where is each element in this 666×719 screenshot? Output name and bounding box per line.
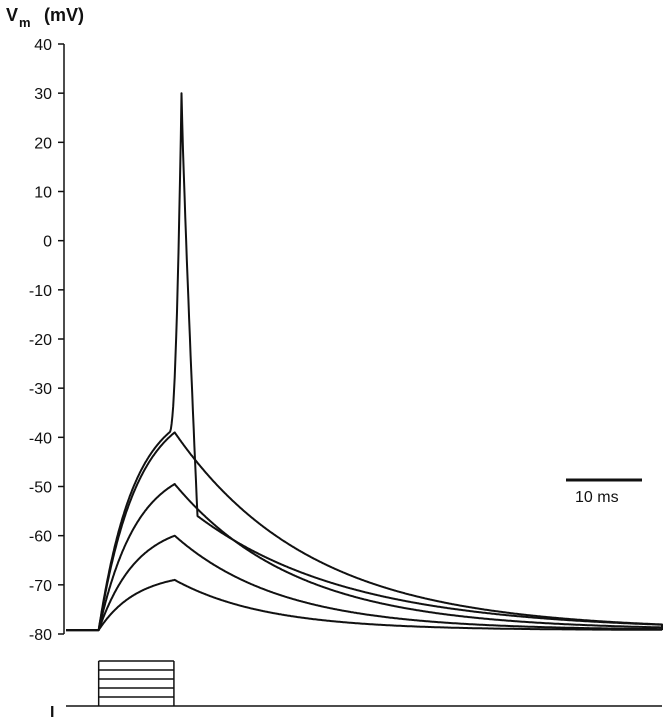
y-tick-label: -70: [29, 578, 52, 595]
voltage-trace-4: [65, 431, 663, 632]
y-tick-label: 10: [34, 185, 52, 202]
y-axis-title: V m (mV): [6, 5, 84, 30]
voltage-trace-3: [65, 483, 663, 632]
y-tick-label: 40: [34, 37, 52, 54]
y-tick-label: 30: [34, 86, 52, 103]
voltage-traces: [65, 92, 663, 632]
y-tick-label: -20: [29, 332, 52, 349]
y-axis-title-units: (mV): [44, 5, 84, 25]
voltage-trace-1: [65, 578, 663, 632]
scale-bar-label: 10 ms: [575, 489, 619, 506]
y-tick-label: 0: [43, 234, 52, 251]
voltage-trace-5: [65, 92, 663, 632]
y-tick-label: -10: [29, 283, 52, 300]
scale-bar: 10 ms: [566, 478, 642, 506]
y-tick-label: 20: [34, 135, 52, 152]
y-axis-title-v: V: [6, 5, 18, 25]
y-tick-label: -80: [29, 627, 52, 644]
current-stimulus: I: [50, 660, 662, 719]
current-label: I: [50, 704, 54, 719]
y-axis: 40 30 20 10 0 -10 -20 -30 -40 -50 -60 -70 -80: [29, 37, 65, 644]
y-tick-label: -40: [29, 430, 52, 447]
y-tick-label: -30: [29, 381, 52, 398]
y-tick-label: -60: [29, 529, 52, 546]
voltage-trace-2: [65, 534, 663, 632]
y-axis-title-subscript: m: [19, 15, 31, 30]
y-tick-label: -50: [29, 480, 52, 497]
